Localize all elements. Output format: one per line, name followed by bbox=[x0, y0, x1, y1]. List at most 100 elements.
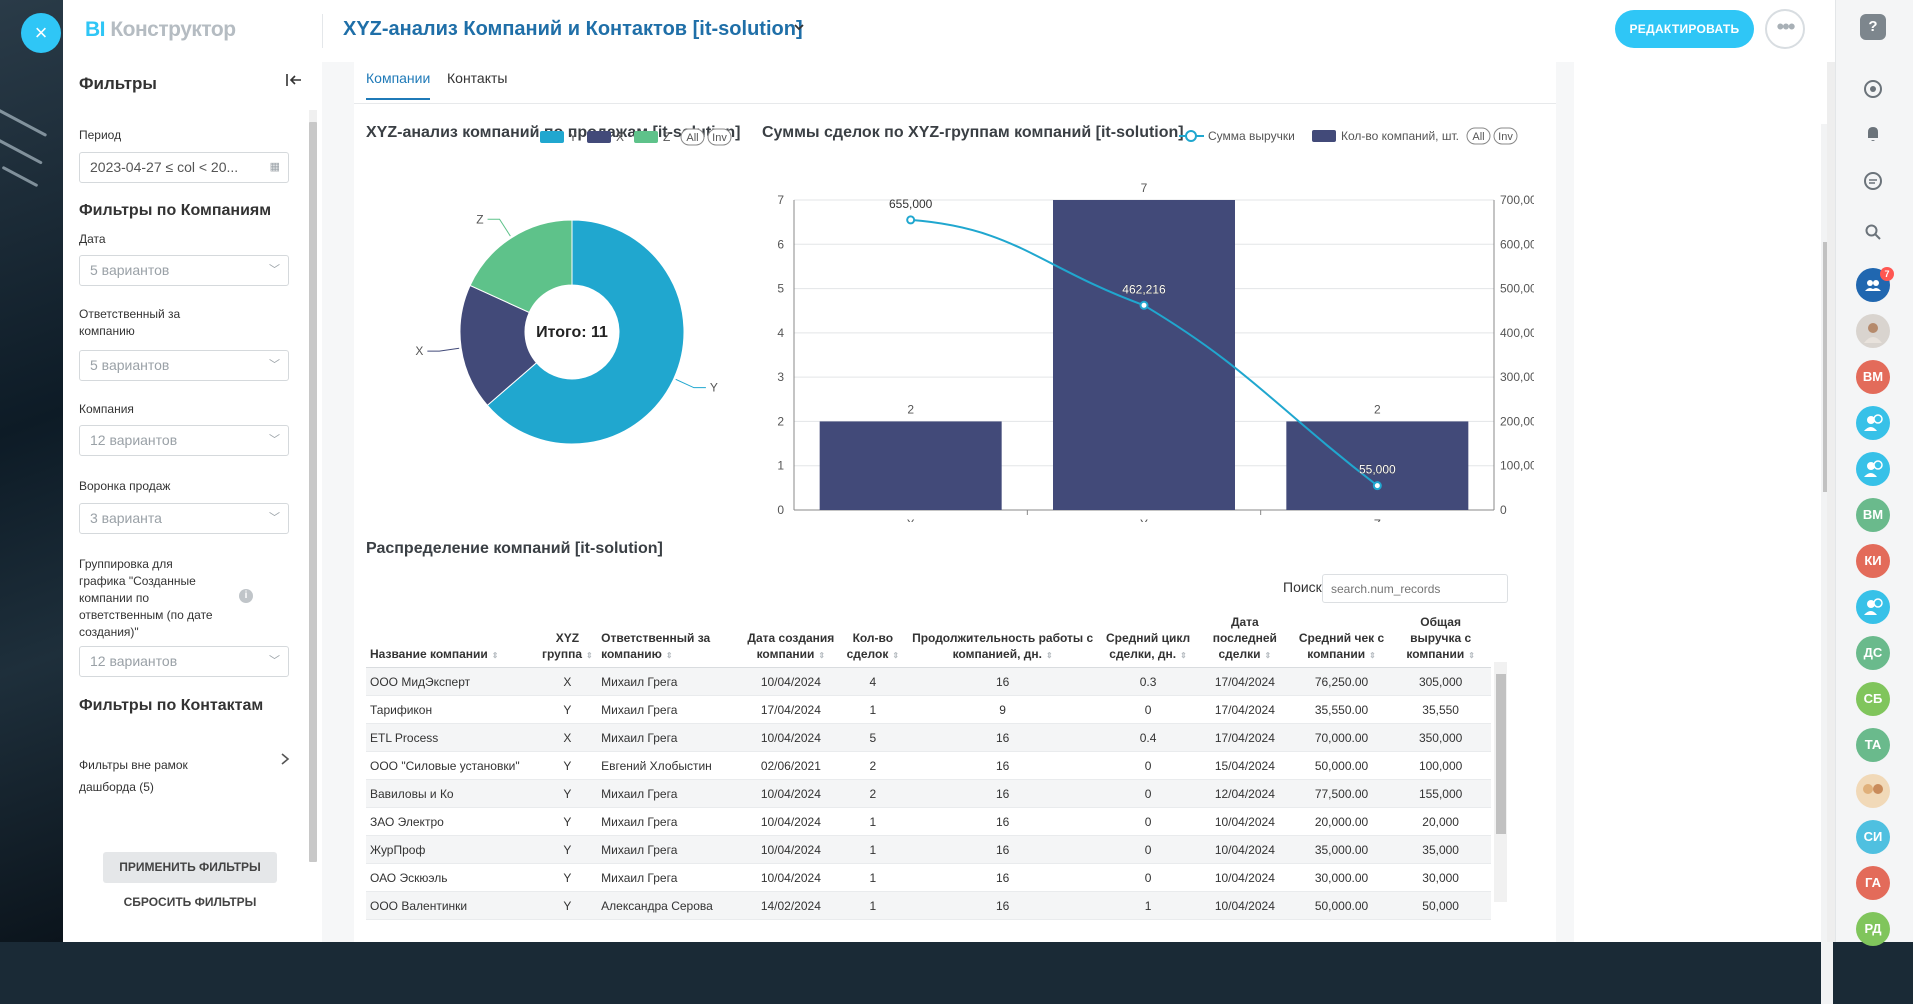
sort-icon[interactable]: ⇕ bbox=[818, 651, 826, 660]
search-input[interactable] bbox=[1322, 574, 1508, 603]
table-cell: ETL Process bbox=[366, 723, 538, 752]
avatar[interactable]: РД bbox=[1856, 912, 1890, 946]
table-cell: 2 bbox=[839, 751, 907, 780]
page-scrollbar[interactable] bbox=[1827, 62, 1835, 942]
sort-icon[interactable]: ⇕ bbox=[892, 651, 900, 660]
search-icon[interactable] bbox=[1859, 222, 1887, 250]
revenue-point[interactable] bbox=[906, 215, 916, 225]
sidebar-scrollbar-thumb[interactable] bbox=[309, 122, 317, 862]
table-row[interactable]: ОАО Эскюэль Y Михаил Грега 10/04/2024 1 16 0 10… bbox=[366, 863, 1491, 892]
edit-button[interactable]: РЕДАКТИРОВАТЬ bbox=[1615, 10, 1754, 48]
user-clock-icon[interactable] bbox=[1856, 406, 1890, 440]
bell-icon[interactable] bbox=[1859, 124, 1887, 152]
sort-icon[interactable]: ⇕ bbox=[586, 651, 593, 660]
pie-slice-y[interactable] bbox=[486, 219, 685, 445]
table-row[interactable]: Вавиловы и Ко Y Михаил Грега 10/04/2024 2 16 0… bbox=[366, 779, 1491, 808]
close-icon[interactable]: × bbox=[21, 13, 61, 53]
more-icon[interactable]: ••• bbox=[1765, 9, 1805, 49]
dashboard-title[interactable]: XYZ-анализ Компаний и Контактов [it-solu… bbox=[343, 18, 803, 40]
legend-label[interactable]: Сумма выручки bbox=[1208, 129, 1295, 143]
chat-icon[interactable] bbox=[1859, 170, 1887, 198]
pie-slice-x[interactable] bbox=[459, 284, 538, 407]
user-clock-icon[interactable] bbox=[1856, 452, 1890, 486]
revenue-point[interactable] bbox=[1372, 481, 1382, 491]
column-header[interactable]: Продолжительность работы с компанией, дн… bbox=[906, 612, 1100, 668]
chevron-down-icon[interactable] bbox=[793, 20, 805, 36]
table-scrollbar-thumb[interactable] bbox=[1496, 674, 1506, 834]
activity-icon[interactable] bbox=[1859, 78, 1887, 106]
help-icon[interactable]: ? bbox=[1860, 14, 1886, 40]
sort-icon[interactable]: ⇕ bbox=[1369, 651, 1376, 660]
legend-toggle-label[interactable]: Inv bbox=[1498, 131, 1513, 143]
sort-icon[interactable]: ⇕ bbox=[1045, 651, 1053, 660]
avatar[interactable]: ДС bbox=[1856, 636, 1890, 670]
bar-x[interactable] bbox=[819, 421, 1002, 510]
avatar[interactable]: ВМ bbox=[1856, 360, 1890, 394]
table-row[interactable]: ООО МидЭксперт X Михаил Грега 10/04/2024 4 16… bbox=[366, 667, 1491, 696]
period-field[interactable]: 2023-04-27 ≤ col < 20... ▦ bbox=[79, 152, 289, 183]
column-header[interactable]: Средний цикл сделки, дн. ⇕ bbox=[1099, 612, 1197, 668]
column-header[interactable]: Средний чек с компании ⇕ bbox=[1292, 612, 1391, 668]
legend-toggle-label[interactable]: Inv bbox=[712, 132, 727, 144]
responsible-select[interactable]: 5 вариантов ﹀ bbox=[79, 350, 289, 381]
legend-toggle-label[interactable]: All bbox=[1472, 131, 1484, 143]
legend-label[interactable]: Y bbox=[569, 130, 577, 144]
table-row[interactable]: Тарификон Y Михаил Грега 17/04/2024 1 9 0 17/04… bbox=[366, 695, 1491, 724]
sort-icon[interactable]: ⇕ bbox=[1264, 651, 1272, 660]
date-select[interactable]: 5 вариантов ﹀ bbox=[79, 255, 289, 286]
legend-label[interactable]: X bbox=[616, 130, 624, 144]
user-clock-icon[interactable] bbox=[1856, 590, 1890, 624]
column-header[interactable]: XYZ группа ⇕ bbox=[537, 612, 598, 668]
pie-slice-z[interactable] bbox=[469, 219, 573, 314]
legend-swatch[interactable] bbox=[634, 131, 658, 143]
tab-contacts[interactable]: Контакты bbox=[447, 70, 508, 86]
legend-line-marker[interactable] bbox=[1185, 130, 1197, 142]
company-select[interactable]: 12 вариантов ﹀ bbox=[79, 425, 289, 456]
column-header[interactable]: Дата последней сделки ⇕ bbox=[1196, 612, 1293, 668]
chevron-right-icon[interactable] bbox=[280, 752, 290, 771]
bar-y[interactable] bbox=[1053, 200, 1235, 510]
avatar[interactable]: ГА bbox=[1856, 866, 1890, 900]
avatar-group-photo[interactable] bbox=[1856, 774, 1890, 808]
column-header[interactable]: Общая выручка с компании ⇕ bbox=[1390, 612, 1491, 668]
column-header[interactable]: Кол-во сделок ⇕ bbox=[839, 612, 907, 668]
sort-icon[interactable]: ⇕ bbox=[1468, 651, 1475, 660]
sort-icon[interactable]: ⇕ bbox=[665, 651, 673, 660]
table-row[interactable]: ООО "Силовые установки" Y Евгений Хлобысти… bbox=[366, 751, 1491, 780]
reset-filters-button[interactable]: СБРОСИТЬ ФИЛЬТРЫ bbox=[123, 895, 257, 909]
table-row[interactable]: ETL Process X Михаил Грега 10/04/2024 5 16 0.4… bbox=[366, 723, 1491, 752]
avatar[interactable]: СБ bbox=[1856, 682, 1890, 716]
table-row[interactable]: ЖурПроф Y Михаил Грега 10/04/2024 1 16 0 10/04/… bbox=[366, 835, 1491, 864]
table-row[interactable]: ООО Валентинки Y Александра Серова 14/02/20… bbox=[366, 891, 1491, 920]
column-header[interactable]: Ответственный за компанию ⇕ bbox=[597, 612, 743, 668]
legend-label[interactable]: Кол-во компаний, шт. bbox=[1341, 129, 1459, 143]
avatar[interactable]: ТА bbox=[1856, 728, 1890, 762]
apply-filters-button[interactable]: ПРИМЕНИТЬ ФИЛЬТРЫ bbox=[103, 852, 277, 883]
sort-icon[interactable]: ⇕ bbox=[1180, 651, 1187, 660]
legend-swatch[interactable] bbox=[540, 131, 564, 143]
avatar[interactable]: КИ bbox=[1856, 544, 1890, 578]
column-header[interactable]: Название компании ⇕ bbox=[366, 612, 538, 668]
grouping-select[interactable]: 12 вариантов ﹀ bbox=[79, 646, 289, 677]
legend-swatch[interactable] bbox=[1312, 130, 1336, 142]
legend-label[interactable]: Z bbox=[663, 130, 670, 144]
funnel-select[interactable]: 3 варианта ﹀ bbox=[79, 503, 289, 534]
avatar[interactable]: ВМ bbox=[1856, 498, 1890, 532]
legend-toggle[interactable] bbox=[707, 128, 732, 146]
legend-toggle-label[interactable]: All bbox=[686, 132, 698, 144]
table-cell: 35,000.00 bbox=[1292, 835, 1391, 864]
legend-toggle[interactable] bbox=[680, 128, 705, 146]
collapse-sidebar-icon[interactable] bbox=[285, 72, 303, 93]
table-row[interactable]: ЗАО Электро Y Михаил Грега 10/04/2024 1 16 0 10… bbox=[366, 807, 1491, 836]
avatar[interactable]: СИ bbox=[1856, 820, 1890, 854]
revenue-point[interactable] bbox=[1139, 300, 1149, 310]
info-icon[interactable]: i bbox=[239, 589, 253, 603]
legend-toggle[interactable] bbox=[1493, 127, 1518, 145]
column-header[interactable]: Дата создания компании ⇕ bbox=[742, 612, 840, 668]
avatar-photo[interactable] bbox=[1856, 314, 1890, 348]
legend-toggle[interactable] bbox=[1466, 127, 1491, 145]
sort-icon[interactable]: ⇕ bbox=[491, 651, 499, 660]
legend-swatch[interactable] bbox=[587, 131, 611, 143]
outer-filters-link[interactable]: Фильтры вне рамок дашборда (5) bbox=[79, 758, 188, 794]
tab-companies[interactable]: Компании bbox=[366, 70, 431, 100]
